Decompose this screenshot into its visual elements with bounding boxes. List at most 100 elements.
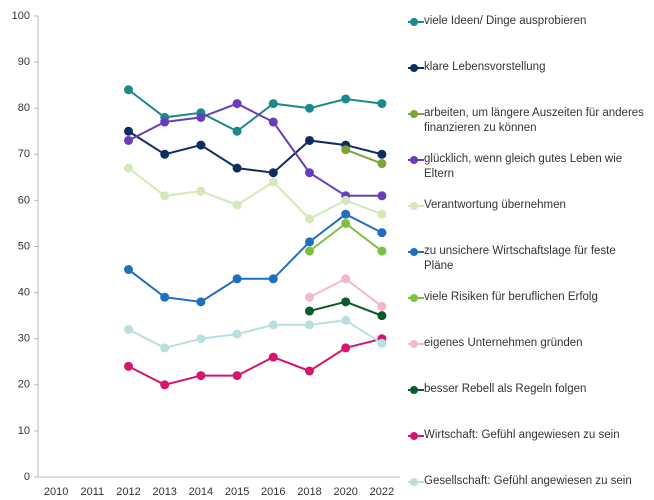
y-tick-label: 40 (18, 287, 30, 299)
legend-entry: Wirtschaft: Gefühl angewiesen zu sein (408, 428, 648, 443)
data-point (196, 186, 206, 196)
legend-dot (410, 294, 418, 302)
data-point (341, 195, 351, 205)
data-point (377, 311, 387, 321)
data-point (341, 94, 351, 104)
data-point (232, 274, 242, 284)
x-tick-label: 2015 (225, 486, 249, 498)
data-point (160, 191, 170, 201)
legend-label: eigenes Unternehmen gründen (424, 337, 583, 349)
data-point (232, 371, 242, 381)
legend-dot (410, 340, 418, 348)
data-point (196, 112, 206, 122)
data-point (268, 274, 278, 284)
series-line (345, 148, 383, 165)
data-point (124, 126, 133, 136)
data-point (341, 274, 351, 284)
data-point (268, 168, 278, 178)
x-tick-label: 2012 (116, 486, 140, 498)
data-point (305, 292, 314, 302)
data-point (124, 85, 133, 95)
legend-marker (408, 248, 424, 256)
series-line (128, 319, 383, 349)
series-line (128, 337, 383, 386)
data-point (232, 200, 242, 210)
data-point (160, 292, 170, 302)
y-tick-label: 0 (24, 471, 30, 483)
data-point (377, 301, 387, 311)
legend-dot (410, 432, 418, 440)
legend-label: arbeiten, um längere Auszeiten für ander… (424, 107, 644, 134)
data-point (305, 135, 314, 145)
legend-marker (408, 340, 424, 348)
x-tick-label: 2014 (189, 486, 213, 498)
data-point (305, 103, 314, 113)
legend-entry: Verantwortung übernehmen (408, 198, 648, 213)
legend-dot (410, 248, 418, 256)
data-point (124, 265, 133, 275)
x-tick-label: 2016 (261, 486, 285, 498)
data-point (196, 371, 206, 381)
x-tick-label: 2010 (44, 486, 68, 498)
data-point (160, 149, 170, 159)
data-point (377, 246, 387, 256)
y-tick-label: 10 (18, 425, 30, 437)
y-tick-label: 60 (18, 194, 30, 206)
legend-label: viele Risiken für beruflichen Erfolg (424, 291, 598, 303)
data-point (232, 163, 242, 173)
legend-entry: arbeiten, um längere Auszeiten für ander… (408, 106, 648, 136)
legend-entry: klare Lebensvorstellung (408, 60, 648, 75)
x-tick-label: 2013 (152, 486, 176, 498)
data-point (124, 361, 133, 371)
data-point (268, 99, 278, 109)
legend-label: Wirtschaft: Gefühl angewiesen zu sein (424, 429, 620, 441)
data-point (341, 218, 351, 228)
y-tick-label: 50 (18, 240, 30, 252)
legend-entry: Gesellschaft: Gefühl angewiesen zu sein (408, 474, 648, 489)
data-point (377, 159, 387, 169)
legend-entry: viele Ideen/ Dinge ausprobieren (408, 14, 648, 29)
series-line (127, 167, 383, 221)
data-point (196, 297, 206, 307)
legend-entry: glücklich, wenn gleich gutes Leben wie E… (408, 152, 648, 182)
data-point (305, 168, 314, 178)
data-point (160, 343, 170, 353)
legend-marker (408, 294, 424, 302)
data-point (341, 145, 351, 155)
legend-marker (408, 202, 424, 210)
data-point (124, 135, 133, 145)
legend-entry: besser Rebell als Regeln folgen (408, 382, 648, 397)
legend-entry: viele Risiken für beruflichen Erfolg (408, 290, 648, 305)
legend-label: Gesellschaft: Gefühl angewiesen zu sein (424, 475, 632, 487)
legend-dot (410, 478, 418, 486)
data-point (305, 214, 314, 224)
data-point (268, 117, 278, 127)
data-point (305, 306, 314, 316)
legend-entry: eigenes Unternehmen gründen (408, 336, 648, 351)
data-point (305, 246, 314, 256)
y-tick-label: 90 (18, 56, 30, 68)
legend-dot (410, 156, 418, 164)
data-point (124, 163, 133, 173)
legend-label: besser Rebell als Regeln folgen (424, 383, 587, 395)
legend-marker (408, 110, 424, 118)
data-point (232, 329, 242, 339)
data-point (232, 99, 242, 109)
data-point (341, 297, 351, 307)
data-point (341, 343, 351, 353)
y-tick-label: 100 (12, 10, 30, 22)
data-point (124, 324, 133, 334)
legend-label: glücklich, wenn gleich gutes Leben wie E… (424, 153, 623, 180)
data-point (268, 177, 278, 187)
data-point (305, 237, 314, 247)
y-tick-label: 20 (18, 379, 30, 391)
series-line (127, 213, 383, 303)
legend-label: Verantwortung übernehmen (424, 199, 566, 211)
data-point (377, 149, 387, 159)
legend-dot (410, 110, 418, 118)
data-point (305, 320, 314, 330)
data-point (377, 209, 387, 219)
data-point (196, 140, 206, 150)
data-point (377, 191, 387, 201)
legend-dot (410, 18, 418, 26)
